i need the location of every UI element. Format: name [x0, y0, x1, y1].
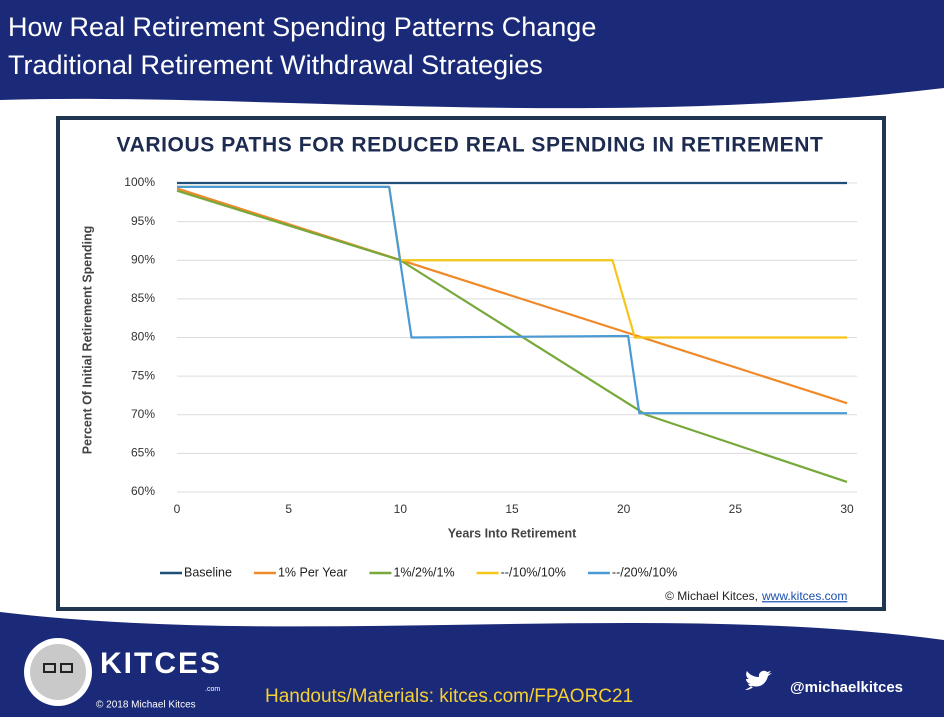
logo-glasses [60, 663, 73, 673]
legend-label: 1%/2%/1% [393, 565, 454, 579]
x-tick-label: 25 [729, 502, 743, 516]
y-axis-label: Percent Of Initial Retirement Spending [80, 226, 94, 455]
logo-face [30, 644, 86, 700]
x-tick-label: 20 [617, 502, 631, 516]
x-tick-label: 5 [285, 502, 292, 516]
series-line [176, 187, 848, 405]
brand-suffix: .com [205, 686, 220, 693]
plot: 60% 65% 70% 75% 80% 85% 90% 95% 100% 0 5 10 15 20 25 30 [124, 175, 857, 516]
credit-link[interactable]: www.kitces.com [761, 589, 847, 603]
y-tick-label: 80% [131, 330, 155, 344]
legend-label: --/10%/10% [501, 565, 566, 579]
slide-title: How Real Retirement Spending Patterns Ch… [8, 12, 596, 42]
legend-label: --/20%/10% [612, 565, 677, 579]
x-tick-label: 10 [394, 502, 408, 516]
x-tick-label: 30 [840, 502, 854, 516]
y-tick-label: 70% [131, 407, 155, 421]
copyright: © 2018 Michael Kitces [96, 700, 196, 711]
series-line [177, 185, 847, 415]
y-tick-label: 100% [124, 175, 155, 189]
y-tick-label: 95% [131, 214, 155, 228]
legend-label: Baseline [184, 565, 232, 579]
twitter-handle[interactable]: @michaelkitces [790, 679, 903, 696]
y-tick-label: 85% [131, 291, 155, 305]
x-tick-label: 15 [505, 502, 519, 516]
y-tick-label: 75% [131, 368, 155, 382]
handouts[interactable]: Handouts/Materials: kitces.com/FPAORC21 [265, 686, 633, 707]
chart-frame [56, 116, 886, 611]
y-tick-label: 65% [131, 446, 155, 460]
legend: Baseline 1% Per Year 1%/2%/1% --/10%/10% --/… [160, 565, 677, 579]
credit: © Michael Kitces, [665, 589, 758, 603]
legend-label: 1% Per Year [278, 565, 348, 579]
slide-title: Traditional Retirement Withdrawal Strate… [8, 50, 543, 80]
y-tick-label: 90% [131, 252, 155, 266]
chart-title: VARIOUS PATHS FOR REDUCED REAL SPENDING … [117, 134, 824, 157]
x-axis-label: Years Into Retirement [448, 526, 577, 540]
logo-glasses [43, 663, 56, 673]
twitter-icon [745, 670, 772, 690]
x-tick-label: 0 [174, 502, 181, 516]
y-tick-label: 60% [131, 484, 155, 498]
brand: KITCES [100, 647, 222, 680]
